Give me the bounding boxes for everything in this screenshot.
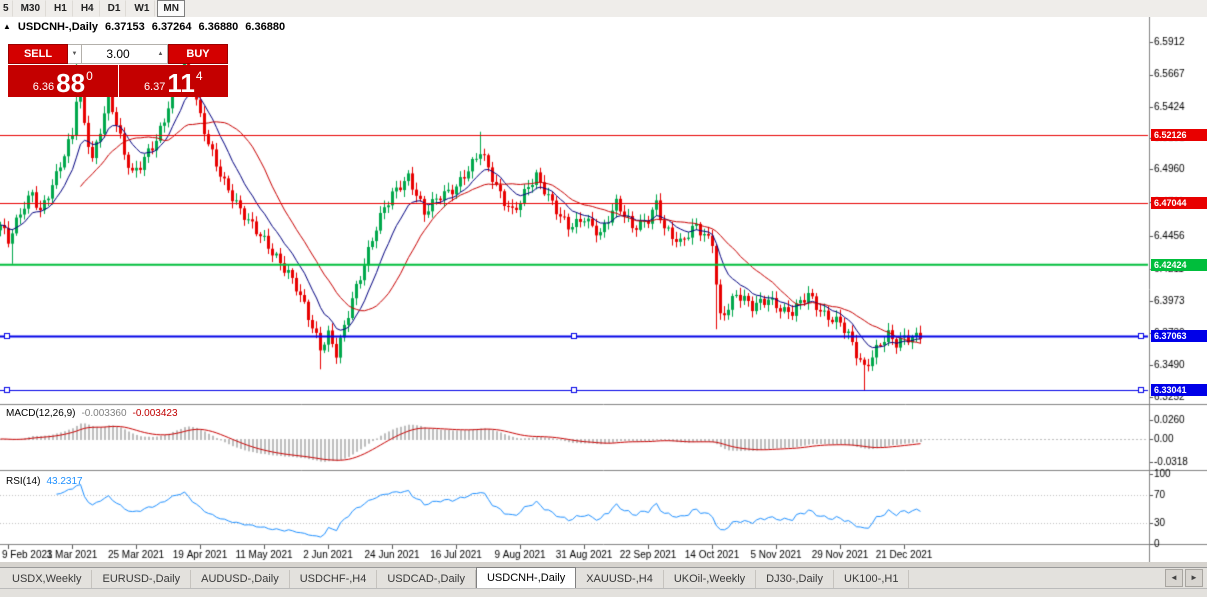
ask-price-big: 11 bbox=[167, 68, 195, 98]
tab-scroll-left-button[interactable]: ◄ bbox=[1165, 569, 1183, 587]
status-bar bbox=[0, 588, 1207, 597]
price-line-badge[interactable]: 6.37063 bbox=[1151, 330, 1207, 342]
ask-price-sup: 4 bbox=[195, 69, 203, 83]
timeframe-button-w1[interactable]: W1 bbox=[128, 0, 156, 17]
price-line-badge[interactable]: 6.42424 bbox=[1151, 259, 1207, 271]
timeframe-toolbar: 5 M30 H1 H4 D1 W1 MN bbox=[0, 0, 1207, 18]
macd-value-main: -0.003360 bbox=[81, 408, 127, 419]
rsi-value: 43.2317 bbox=[46, 476, 83, 487]
timeframe-button-h1[interactable]: H1 bbox=[48, 0, 73, 17]
price-line-badge[interactable]: 6.52126 bbox=[1151, 129, 1207, 141]
macd-name: MACD(12,26,9) bbox=[6, 408, 76, 419]
timeframe-button-d1[interactable]: D1 bbox=[102, 0, 127, 17]
ohlc-close: 6.36880 bbox=[245, 21, 286, 33]
volume-down-button[interactable]: ▼ bbox=[68, 44, 82, 64]
chart-title: USDCNH-,Daily bbox=[17, 21, 98, 33]
timeframe-button-m30[interactable]: M30 bbox=[15, 0, 47, 17]
bid-price-prefix: 6.36 bbox=[32, 81, 55, 93]
timeframe-button-h4[interactable]: H4 bbox=[75, 0, 100, 17]
chart-tab-usdcnh-daily[interactable]: USDCNH-,Daily bbox=[475, 567, 577, 589]
sell-button[interactable]: SELL bbox=[8, 44, 68, 64]
one-click-toggle-icon[interactable]: ▲ bbox=[3, 22, 11, 31]
chart-tab-xauusd-h4[interactable]: XAUUSD-,H4 bbox=[576, 570, 664, 589]
chart-tab-usdcad-daily[interactable]: USDCAD-,Daily bbox=[377, 570, 476, 589]
price-chart-canvas[interactable] bbox=[0, 17, 1207, 562]
chart-header: ▲ USDCNH-,Daily 6.37153 6.37264 6.36880 … bbox=[3, 21, 285, 33]
chart-tab-ukoil-weekly[interactable]: UKOil-,Weekly bbox=[664, 570, 757, 589]
chart-tabs-bar: USDX,Weekly EURUSD-,Daily AUDUSD-,Daily USD… bbox=[0, 567, 1207, 589]
sell-price-panel[interactable]: 6.36 88 0 bbox=[8, 65, 118, 97]
macd-label: MACD(12,26,9) -0.003360 -0.003423 bbox=[6, 408, 178, 419]
price-line-badge[interactable]: 6.33041 bbox=[1151, 384, 1207, 396]
ohlc-open: 6.37153 bbox=[105, 21, 145, 33]
chart-tab-uk100-h1[interactable]: UK100-,H1 bbox=[834, 570, 910, 589]
tab-scroll-right-button[interactable]: ► bbox=[1185, 569, 1203, 587]
buy-price-panel[interactable]: 6.37 11 4 bbox=[118, 65, 228, 98]
timeframe-button-mn[interactable]: MN bbox=[157, 0, 185, 17]
rsi-name: RSI(14) bbox=[6, 476, 41, 487]
price-line-badge[interactable]: 6.47044 bbox=[1151, 197, 1207, 209]
chart-tab-usdx-weekly[interactable]: USDX,Weekly bbox=[2, 570, 93, 589]
volume-input[interactable]: 3.00 bbox=[82, 44, 154, 64]
ask-price-prefix: 6.37 bbox=[143, 81, 166, 93]
volume-up-button[interactable]: ▲ bbox=[154, 44, 168, 64]
buy-button[interactable]: BUY bbox=[168, 44, 228, 64]
bid-price-sup: 0 bbox=[86, 69, 93, 83]
chart-tab-audusd-daily[interactable]: AUDUSD-,Daily bbox=[191, 570, 290, 589]
timeframe-button-5[interactable]: 5 bbox=[1, 0, 13, 17]
chart-tab-usdchf-h4[interactable]: USDCHF-,H4 bbox=[290, 570, 378, 589]
chart-window: ▲ USDCNH-,Daily 6.37153 6.37264 6.36880 … bbox=[0, 17, 1207, 562]
ohlc-low: 6.36880 bbox=[198, 21, 239, 33]
macd-value-signal: -0.003423 bbox=[132, 408, 178, 419]
ohlc-high: 6.37264 bbox=[151, 21, 192, 33]
chart-tab-dj30-daily[interactable]: DJ30-,Daily bbox=[756, 570, 835, 589]
one-click-trade-panel: SELL ▼ 3.00 ▲ BUY 6.36 88 0 6.37 11 4 bbox=[8, 44, 228, 97]
bid-price-big: 88 bbox=[56, 68, 86, 98]
rsi-label: RSI(14) 43.2317 bbox=[6, 476, 83, 487]
chart-tab-eurusd-daily[interactable]: EURUSD-,Daily bbox=[92, 570, 192, 589]
